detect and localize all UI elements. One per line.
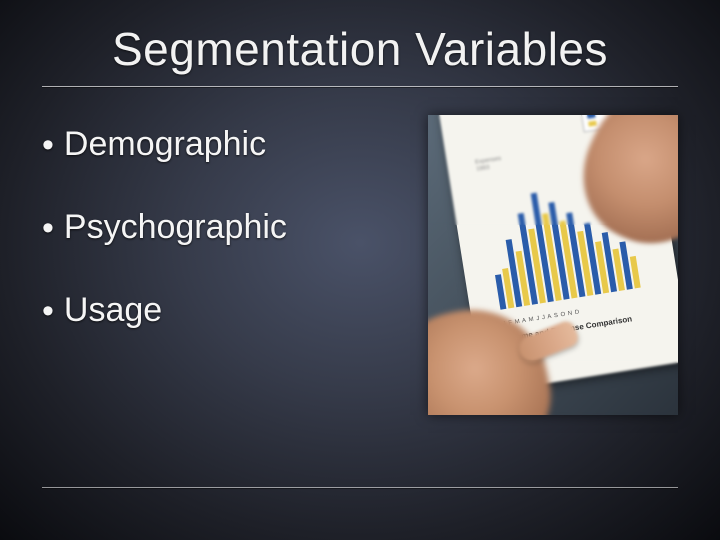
slide-title: Segmentation Variables [0, 0, 720, 76]
bullet-list: • Demographic • Psychographic • Usage [42, 115, 410, 415]
content-row: • Demographic • Psychographic • Usage Ex… [0, 87, 720, 415]
bullet-item: • Psychographic [42, 208, 410, 247]
divider-bottom [42, 487, 678, 488]
illustration-photo: Expenses1993 J F M A M J J A S O N D Inc… [428, 115, 678, 415]
bullet-text: Usage [64, 291, 162, 330]
bullet-item: • Usage [42, 291, 410, 330]
report-subhead: Expenses1993 [475, 156, 503, 174]
bullet-dot-icon: • [42, 211, 54, 245]
bullet-dot-icon: • [42, 128, 54, 162]
bullet-item: • Demographic [42, 125, 410, 164]
bullet-dot-icon: • [42, 294, 54, 328]
bullet-text: Demographic [64, 125, 266, 164]
bullet-text: Psychographic [64, 208, 287, 247]
